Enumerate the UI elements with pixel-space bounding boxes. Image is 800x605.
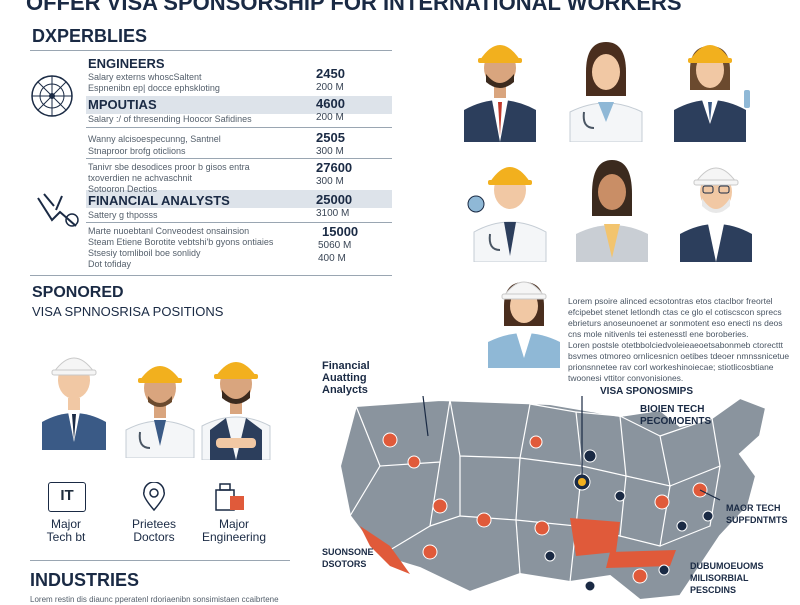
location-pin-icon (142, 482, 166, 512)
row-line: Sattery g thposss (88, 210, 158, 220)
map-label-medical: DUBUMOEUOMS MILISORBIAL PESCDINS (690, 561, 764, 595)
engineer-doctor-illustration (467, 167, 547, 262)
it-icon: IT (48, 482, 86, 512)
map-label-biotech: BIOIEN TECH PECOMOENTS (640, 404, 712, 427)
icon-label-engineering: Major Engineering (201, 517, 267, 544)
row-line: Salary externs whoscSaltent (88, 72, 202, 82)
row-value: 4600 (316, 96, 345, 111)
row-line: Sotooron Dectios (88, 184, 158, 194)
row-line: Wanny alcisoespecunng, Santnel (88, 134, 221, 144)
row-title: FINANCIAL ANALYSTS (88, 193, 230, 208)
network-globe-icon (31, 75, 73, 117)
row-line: Espnenibn ep| docce ephskloting (88, 83, 220, 93)
engineer-suit-illustration (464, 45, 536, 142)
paragraph-line: cns mole nitivenls tei estenesstl ene bo… (568, 329, 749, 339)
map-label-major-tech: MAOR TECH SUPFDNTMTS (726, 503, 788, 525)
row-sub-value: 5060 M (318, 240, 352, 251)
sponsored-subtitle: VISA SPNNOSRISA POSITIONS (32, 304, 224, 319)
divider (30, 50, 392, 51)
paragraph-line: bsvmes otmoreo ornlicesnicn oetibes tdeo… (568, 351, 790, 361)
finance-tools-icon (37, 193, 79, 227)
usa-map (338, 396, 768, 600)
paragraph-line: Loren postsle otetbbolciedvoleieaeoetsab… (568, 340, 784, 350)
map-label-visa: VISA SPONOSMIPS (600, 386, 693, 397)
map-label-financial: Financial Auatting Analycts (322, 360, 370, 396)
row-sub-value: 400 M (318, 253, 346, 264)
industries-title: INDUSTRIES (30, 570, 140, 590)
row-line: Marte nuoebtanl Conveodest onsainsion (88, 226, 250, 236)
row-value: 25000 (316, 192, 353, 207)
map-label-sponsored: SUONSONE DSOTORS (322, 547, 374, 569)
row-line: Steam Etiene Borotite vebtshi'b gyons on… (88, 237, 274, 247)
engineer-illustration (42, 357, 106, 450)
row-line: Stnaproor brofg oticlions (88, 146, 186, 156)
row-highlight (86, 96, 392, 114)
row-sub-value: 300 M (316, 146, 344, 157)
female-engineer-lab-illustration (488, 281, 560, 368)
female-professional-illustration (576, 160, 648, 262)
female-doctor-illustration (569, 42, 643, 142)
row-line: Tanivr sbe desodices proor b gisos entra (88, 162, 250, 172)
row-sub-value: 200 M (316, 112, 344, 123)
row-line: Dot tofiday (88, 259, 132, 269)
paragraph-line: efcipebet stenet letlondh ctas ce glo el… (568, 307, 782, 317)
row-line: Stsesiy tomliboil boe sonlidy (88, 248, 201, 258)
engineer-vest-illustration (201, 362, 271, 460)
paragraph-line: twoonesi vttitor convonisiones. (568, 373, 684, 383)
section-title-professions: DXPERBLIES (32, 26, 148, 46)
female-engineer-illustration (674, 45, 750, 142)
row-value: 27600 (316, 160, 353, 175)
divider (30, 275, 392, 276)
row-sub-value: 200 M (316, 82, 344, 93)
divider (86, 158, 392, 159)
row-sub-value: 3100 M (316, 208, 350, 219)
doctor-illustration (125, 366, 195, 458)
page-title: OFFER VISA SPONSORSHIP FOR INTERNATIONAL… (26, 0, 682, 14)
row-highlight (86, 190, 392, 208)
paragraph-line: prionsnnetee rav corl workeshinoiecae; s… (568, 362, 774, 372)
divider (86, 127, 392, 128)
paragraph-line: ebrieturs anoseunoenet ar sonmotent eso … (568, 318, 783, 328)
engineering-toolbox-icon (215, 483, 244, 511)
row-value: 15000 (322, 224, 359, 239)
divider (30, 560, 290, 561)
icon-label-tech: Major Tech bt (46, 517, 86, 544)
row-sub-value: 300 M (316, 176, 344, 187)
row-value: 2450 (316, 66, 345, 81)
senior-engineer-illustration (680, 167, 752, 262)
row-line: txoverdien ne achvaschnit (88, 173, 193, 183)
row-line: Salary :/ of thresending Hoocor Safidine… (88, 114, 252, 124)
row-title: ENGINEERS (88, 56, 165, 71)
row-title: MPOUTIAS (88, 97, 157, 112)
paragraph-line: Lorem psoire alinced ecsotontras etos ct… (568, 296, 773, 306)
row-value: 2505 (316, 130, 345, 145)
icon-label-doctors: Prietees Doctors (131, 517, 177, 544)
divider (86, 222, 392, 223)
sponsored-title: SPONORED (32, 284, 124, 301)
